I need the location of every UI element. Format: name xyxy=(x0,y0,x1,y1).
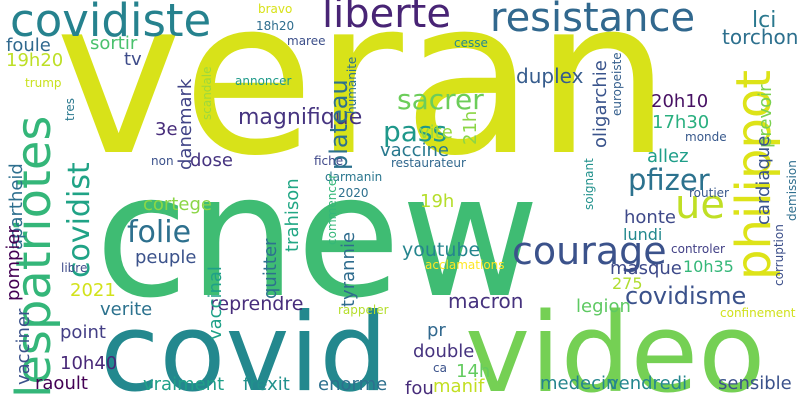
word-libre: libre xyxy=(61,261,88,275)
word-trahison: trahison xyxy=(282,178,303,252)
word-tv: tv xyxy=(124,49,142,70)
word-raoult: raoult xyxy=(35,373,88,394)
word-covidisme: covidisme xyxy=(625,282,747,310)
word-vaccine: vaccine xyxy=(380,140,449,161)
word-acclamations: acclamations xyxy=(425,258,505,272)
word-trump: trump xyxy=(25,76,62,90)
word-magnifique: magnifique xyxy=(238,105,363,130)
word-cardiaque: cardiaque xyxy=(753,135,774,225)
word-frexit: frexit xyxy=(243,374,290,395)
word-liberte: liberte xyxy=(322,0,451,37)
word-sacrer: sacrer xyxy=(397,83,484,116)
word-tyrannie: tyrannie xyxy=(338,231,359,307)
word-19h20: 19h20 xyxy=(6,50,64,71)
word-point: point xyxy=(60,322,106,343)
word-verite: verite xyxy=(100,299,153,320)
word-3e: 3e xyxy=(155,119,178,140)
word-duplex: duplex xyxy=(516,64,584,88)
word-lundi: lundi xyxy=(623,225,663,244)
word-18h20: 18h20 xyxy=(256,19,295,33)
word-annoncer: annoncer xyxy=(235,74,292,88)
word-pr: pr xyxy=(427,320,446,341)
word-video: video xyxy=(465,289,766,400)
word-21h: 21h xyxy=(460,110,481,145)
word-demission: demission xyxy=(785,160,799,221)
word-ue: ue xyxy=(675,182,725,228)
word-tres: tres xyxy=(63,97,77,121)
word-maree: maree xyxy=(287,34,326,48)
word-allez: allez xyxy=(647,146,689,167)
word-pompier: pompier xyxy=(3,226,24,301)
word-vendredi: vendredi xyxy=(608,373,688,394)
word-ca: ca xyxy=(433,361,447,375)
word-confinement: confinement xyxy=(720,306,796,320)
word-humanite: humanite xyxy=(345,56,359,114)
word-14h: 14h xyxy=(456,361,491,382)
word-rappeler: rappeler xyxy=(338,303,389,317)
word-pass: pass xyxy=(383,115,448,148)
word-vacciner: vacciner xyxy=(13,308,34,385)
word-bravo: bravo xyxy=(258,2,293,16)
word-routier: routier xyxy=(689,186,729,200)
word-fou: fou xyxy=(405,378,434,399)
word-275: 275 xyxy=(612,274,643,293)
word-cnew: cnew xyxy=(95,138,540,336)
word-fiche: fiche xyxy=(314,154,344,168)
word-masque: masque xyxy=(610,258,682,279)
word-19h: 19h xyxy=(420,191,455,212)
word-reprendre: reprendre xyxy=(210,293,304,315)
word-foule: foule xyxy=(6,35,51,56)
word-20h10: 20h10 xyxy=(651,91,709,112)
word-scandale: scandale xyxy=(200,66,214,121)
word-non: non xyxy=(151,154,174,168)
word-restaurateur: restaurateur xyxy=(391,156,466,170)
word-vraiment: vraiment xyxy=(143,374,225,395)
word-2021: 2021 xyxy=(70,280,116,301)
word-dose: dose xyxy=(190,150,233,171)
word-cortege: cortege xyxy=(143,194,212,215)
word-commencer: commencer xyxy=(325,173,339,245)
word-covid: covid xyxy=(100,291,388,400)
word-covidiste: covidiste xyxy=(10,0,212,47)
word-manif: manif xyxy=(433,376,485,397)
word-resistance: resistance xyxy=(490,0,696,41)
word-honte: honte xyxy=(624,207,676,228)
word-vite: vite xyxy=(419,122,453,143)
word-sortir: sortir xyxy=(90,33,138,54)
word-macron: macron xyxy=(448,289,524,313)
word-veran: veran xyxy=(55,0,671,203)
word-courage: courage xyxy=(512,229,667,273)
word-pfizer: pfizer xyxy=(628,163,710,197)
word-darmanin: darmanin xyxy=(325,170,383,184)
word-soignant: soignant xyxy=(582,158,596,210)
word-corruption: corruption xyxy=(772,224,786,286)
word-peuple: peuple xyxy=(135,247,197,268)
word-medecin: medecin xyxy=(540,373,618,394)
word-vaccinal: vaccinal xyxy=(205,266,226,340)
word-double: double xyxy=(413,341,475,362)
word-torchon: torchon xyxy=(722,25,799,49)
word-10h35: 10h35 xyxy=(683,257,734,276)
word-monde: monde xyxy=(685,130,727,144)
word-lci: lci xyxy=(752,8,777,33)
word-2020: 2020 xyxy=(338,186,369,200)
word-quitter: quitter xyxy=(260,238,281,299)
word-controler: controler xyxy=(671,242,725,256)
word-10h40: 10h40 xyxy=(60,353,118,374)
word-europeiste: europeiste xyxy=(610,52,624,116)
word-cesse: cesse xyxy=(454,36,488,50)
word-oligarchie: oligarchie xyxy=(590,60,611,148)
word-17h30: 17h30 xyxy=(652,112,710,133)
word-folie: folie xyxy=(127,215,192,250)
word-youtube: youtube xyxy=(402,239,481,261)
word-legion: legion xyxy=(576,296,631,317)
word-sensible: sensible xyxy=(718,373,792,394)
word-enorme: enorme xyxy=(318,374,388,395)
